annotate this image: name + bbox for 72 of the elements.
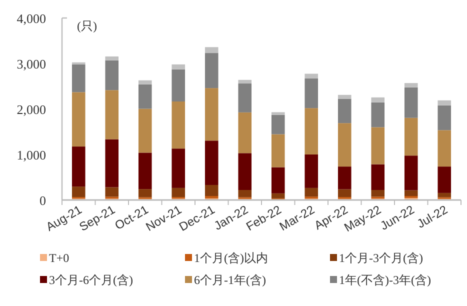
bar	[105, 90, 119, 140]
bar	[172, 148, 186, 188]
bar	[271, 114, 285, 134]
bar	[438, 166, 452, 193]
bar	[338, 94, 352, 99]
bar	[304, 78, 318, 108]
bar	[204, 184, 218, 196]
bar	[338, 98, 352, 124]
bar	[404, 83, 418, 88]
bar	[238, 190, 252, 198]
bar	[304, 154, 318, 188]
bar	[72, 64, 86, 92]
y-axis-title: (只)	[77, 19, 97, 33]
y-tick-label: 0	[40, 193, 46, 208]
bar	[72, 92, 86, 147]
bar	[271, 167, 285, 194]
y-tick-label: 4,000	[16, 11, 46, 26]
legend-label: 1个月-3个月(含)	[339, 251, 423, 265]
bar	[438, 192, 452, 198]
legend-label: T+0	[49, 251, 70, 265]
bar	[105, 56, 119, 60]
bar	[371, 190, 385, 197]
bar	[304, 188, 318, 197]
bar	[72, 186, 86, 198]
bar	[238, 112, 252, 154]
bar	[371, 127, 385, 164]
bar	[404, 156, 418, 190]
legend-label: 6个月-1年(含)	[194, 273, 266, 287]
bar	[204, 196, 218, 198]
bar	[204, 88, 218, 141]
bar	[238, 84, 252, 112]
bar	[404, 87, 418, 118]
bar	[404, 190, 418, 196]
bar	[138, 108, 152, 153]
bar	[371, 102, 385, 128]
bar	[172, 69, 186, 102]
bar	[371, 164, 385, 190]
bar	[238, 153, 252, 190]
bar	[105, 187, 119, 197]
bar	[438, 105, 452, 130]
bar	[105, 139, 119, 188]
bar	[238, 80, 252, 84]
legend-label: 3个月-6个月(含)	[49, 273, 133, 287]
bar	[204, 53, 218, 88]
bar	[204, 140, 218, 185]
bar	[304, 74, 318, 79]
bar	[338, 123, 352, 167]
bar	[371, 97, 385, 102]
bar	[204, 47, 218, 54]
bar	[105, 60, 119, 90]
bar	[304, 108, 318, 154]
bar	[271, 193, 285, 198]
bar	[438, 100, 452, 106]
bar	[138, 152, 152, 190]
bar	[338, 189, 352, 198]
bar	[271, 112, 285, 115]
bar	[438, 130, 452, 167]
y-tick-label: 3,000	[16, 56, 46, 72]
bar	[404, 118, 418, 156]
bar	[138, 189, 152, 198]
y-tick-label: 1,000	[16, 148, 46, 162]
bar	[138, 80, 152, 84]
bar	[72, 146, 86, 187]
bar	[338, 166, 352, 190]
bar	[271, 134, 285, 168]
bar	[138, 84, 152, 109]
bar	[172, 101, 186, 149]
legend-label: 1年(不含)-3年(含)	[339, 273, 431, 287]
y-tick-label: 2,000	[16, 102, 46, 117]
bar	[172, 188, 186, 198]
bar	[172, 64, 186, 70]
legend-label: 1个月(含)以内	[194, 251, 268, 265]
